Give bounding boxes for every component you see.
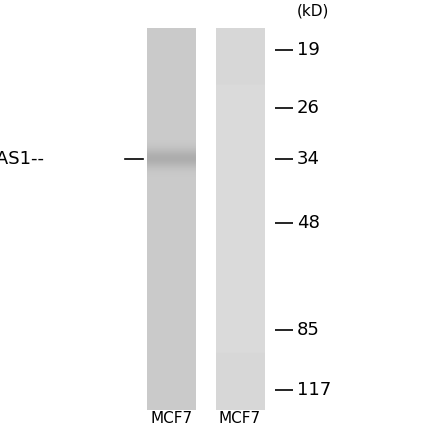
Text: MCF7: MCF7 [150, 411, 193, 426]
Text: MCF7: MCF7 [219, 411, 261, 426]
Text: 117: 117 [297, 381, 331, 400]
Text: 19: 19 [297, 41, 320, 59]
Text: GAS1--: GAS1-- [0, 149, 44, 168]
Text: 26: 26 [297, 99, 320, 117]
Text: (kD): (kD) [297, 4, 330, 19]
Text: 85: 85 [297, 321, 320, 340]
Text: 48: 48 [297, 214, 320, 232]
Text: 34: 34 [297, 149, 320, 168]
